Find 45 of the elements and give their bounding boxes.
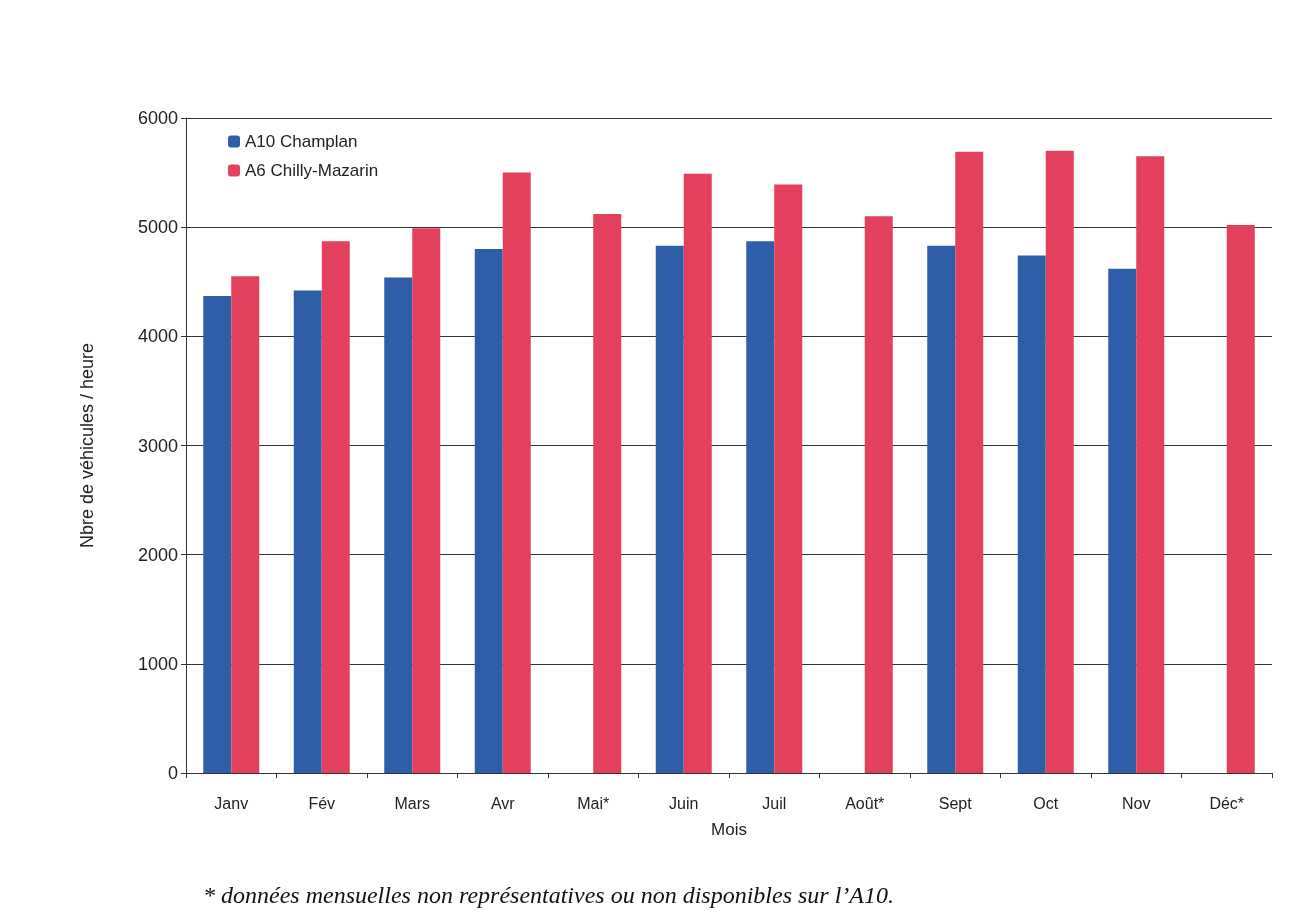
x-tick-label: Déc* [1209,794,1245,812]
y-tick-label: 6000 [137,108,178,128]
x-tick-label: Juin [669,794,699,812]
bar [683,173,712,773]
bar [593,214,622,773]
y-tick-label: 4000 [137,326,178,347]
x-tick-label: Mai* [577,794,610,812]
y-tick-label: 5000 [137,217,178,238]
x-tick-label: Fév [308,794,336,812]
y-tick-label: 3000 [137,435,178,456]
x-tick-label: Sept [938,794,973,812]
bar [1136,156,1165,773]
bar [1108,268,1137,773]
bar [321,241,350,773]
bar [864,216,893,773]
x-tick-label: Avr [490,794,516,812]
y-tick-label: 1000 [137,653,178,674]
legend-label: A10 Champlan [245,132,358,151]
x-tick-label: Janv [214,794,249,812]
bar [746,241,775,773]
x-tick-label: Juil [762,794,787,812]
y-axis-title: Nbre de véhicules / heure [77,342,97,549]
bar [1226,224,1255,773]
legend-label: A6 Chilly-Mazarin [245,161,379,180]
x-tick-label: Août* [845,794,885,812]
bar [412,228,441,773]
x-tick-label: Nov [1122,794,1151,812]
bar [774,184,803,773]
bar [955,151,984,773]
bar [293,290,322,773]
x-axis-title: Mois [711,820,747,839]
x-tick-label: Mars [394,794,431,812]
bar [474,249,503,773]
bar [1045,150,1074,773]
bar [384,277,413,773]
bar [502,172,531,773]
bar [203,295,232,773]
bar [655,245,684,773]
y-tick-label: 2000 [137,544,178,565]
y-tick-label: 0 [167,763,178,783]
bar [231,276,260,773]
text: * données mensuelles non représentatives ou non disponibles sur l’A10. [203,882,895,908]
bar [1017,255,1046,773]
x-tick-label: Oct [1033,794,1059,812]
bar [927,245,956,773]
